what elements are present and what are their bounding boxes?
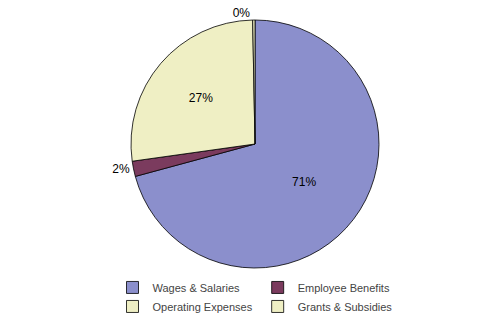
svg-text:27%: 27% xyxy=(189,91,213,105)
svg-text:Grants & Subsidies: Grants & Subsidies xyxy=(298,301,393,313)
svg-text:Wages & Salaries: Wages & Salaries xyxy=(153,282,241,294)
svg-text:2%: 2% xyxy=(112,162,130,176)
svg-text:71%: 71% xyxy=(292,175,316,189)
svg-text:Employee Benefits: Employee Benefits xyxy=(298,282,390,294)
svg-text:Operating Expenses: Operating Expenses xyxy=(153,301,253,313)
svg-text:0%: 0% xyxy=(233,6,251,20)
